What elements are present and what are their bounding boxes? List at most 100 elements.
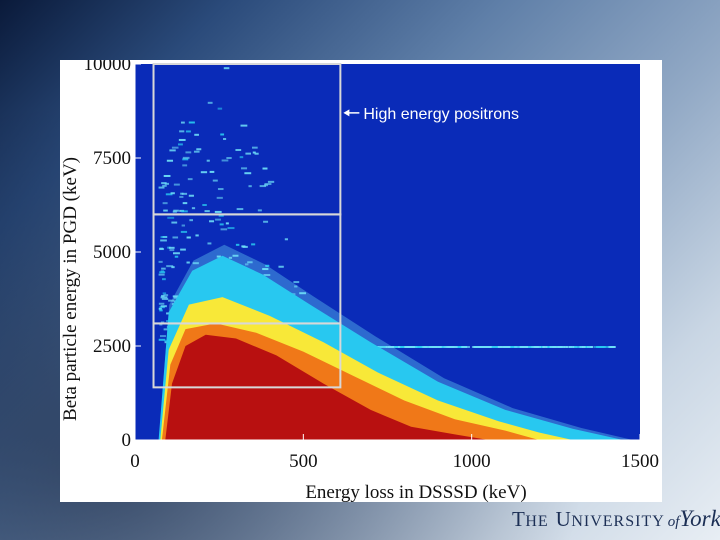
logo-university-rest: NIVERSITY bbox=[571, 513, 665, 530]
scatter-noise-point bbox=[579, 346, 583, 348]
scatter-noise-point bbox=[225, 222, 229, 225]
scatter-noise-point bbox=[486, 346, 492, 348]
scatter-noise-point bbox=[491, 346, 498, 348]
scatter-noise-point bbox=[542, 346, 547, 348]
scatter-noise-point bbox=[166, 265, 174, 268]
scatter-noise-point bbox=[185, 151, 192, 154]
scatter-noise-point bbox=[169, 149, 176, 152]
scatter-noise-point bbox=[240, 124, 248, 127]
scatter-noise-point bbox=[181, 192, 188, 195]
scatter-noise-point bbox=[241, 167, 248, 170]
scatter-noise-point bbox=[214, 210, 222, 213]
scatter-noise-point bbox=[263, 220, 269, 223]
scatter-noise-point bbox=[158, 307, 162, 310]
scatter-noise-point bbox=[173, 209, 179, 212]
scatter-noise-point bbox=[573, 346, 579, 348]
scatter-noise-point bbox=[431, 346, 438, 348]
scatter-noise-point bbox=[181, 210, 188, 213]
scatter-noise-point bbox=[217, 107, 223, 110]
logo-of: of bbox=[667, 514, 680, 530]
scatter-noise-point bbox=[163, 209, 168, 212]
scatter-noise-point bbox=[244, 263, 249, 266]
scatter-noise-point bbox=[247, 261, 253, 264]
scatter-noise-point bbox=[378, 346, 386, 348]
logo-the-rest: HE bbox=[525, 513, 549, 530]
scatter-noise-point bbox=[400, 346, 404, 348]
scatter-noise-point bbox=[455, 346, 462, 348]
scatter-noise-point bbox=[503, 346, 509, 348]
scatter-noise-point bbox=[171, 221, 178, 224]
scatter-noise-point bbox=[598, 346, 605, 348]
scatter-noise-point bbox=[494, 346, 502, 348]
scatter-noise-point bbox=[294, 285, 298, 288]
figure-panel: 0 500 1000 1500 0 2500 5000 7500 10000 High ener… bbox=[60, 60, 662, 502]
x-tick-label: 1000 bbox=[453, 451, 491, 472]
scatter-noise-point bbox=[267, 180, 275, 183]
scatter-noise-point bbox=[187, 178, 193, 181]
y-tick-label: 10000 bbox=[84, 60, 132, 75]
scatter-noise-point bbox=[259, 185, 267, 188]
scatter-noise-point bbox=[235, 243, 240, 246]
scatter-noise-point bbox=[189, 219, 193, 222]
scatter-noise-point bbox=[172, 236, 179, 239]
scatter-noise-point bbox=[235, 149, 242, 152]
axis-layer: 0 500 1000 1500 0 2500 5000 7500 10000 bbox=[84, 60, 660, 472]
scatter-noise-point bbox=[174, 255, 179, 258]
scatter-noise-point bbox=[209, 220, 215, 223]
annotation-text: High energy positrons bbox=[363, 106, 519, 123]
scatter-noise-point bbox=[254, 152, 259, 155]
scatter-noise-point bbox=[158, 302, 165, 305]
y-tick-label: 0 bbox=[122, 430, 132, 451]
scatter-noise-point bbox=[608, 346, 615, 348]
scatter-noise-point bbox=[407, 346, 414, 348]
scatter-noise-point bbox=[166, 312, 171, 315]
x-axis-title: Energy loss in DSSSD (keV) bbox=[305, 482, 526, 502]
scatter-noise-point bbox=[185, 130, 191, 133]
gate-box-3 bbox=[152, 322, 342, 389]
scatter-noise-point bbox=[415, 346, 419, 348]
scatter-noise-point bbox=[161, 294, 165, 297]
scatter-noise-point bbox=[180, 248, 186, 251]
scatter-noise-point bbox=[186, 261, 190, 264]
gate-layer bbox=[152, 63, 342, 389]
scatter-noise-point bbox=[202, 204, 207, 207]
scatter-noise-point bbox=[417, 346, 425, 348]
scatter-noise-point bbox=[171, 266, 175, 269]
scatter-noise-point bbox=[535, 346, 542, 348]
scatter-noise-point bbox=[264, 183, 272, 186]
scatter-noise-point bbox=[207, 242, 212, 245]
scatter-noise-point bbox=[188, 121, 195, 124]
scatter-noise-point bbox=[160, 296, 168, 299]
scatter-noise-point bbox=[262, 167, 268, 170]
scatter-noise-point bbox=[251, 243, 256, 246]
heatmap-plot: 0 500 1000 1500 0 2500 5000 7500 10000 High ener… bbox=[60, 60, 660, 502]
scatter-noise-point bbox=[162, 184, 167, 187]
scatter-noise-point bbox=[158, 260, 163, 263]
scatter-noise-point bbox=[212, 179, 218, 182]
scatter-noise-point bbox=[160, 321, 165, 324]
scatter-noise-point bbox=[163, 174, 171, 177]
scatter-noise-point bbox=[168, 246, 175, 249]
scatter-noise-point bbox=[169, 249, 175, 252]
scatter-noise-point bbox=[216, 196, 223, 199]
scatter-noise-point bbox=[299, 292, 307, 295]
scatter-noise-point bbox=[162, 278, 166, 281]
scatter-noise-point bbox=[209, 170, 215, 173]
scatter-noise-point bbox=[158, 273, 165, 276]
scatter-noise-point bbox=[245, 152, 252, 155]
scatter-noise-point bbox=[421, 346, 427, 348]
scatter-noise-point bbox=[193, 150, 200, 153]
university-logo: T HE U NIVERSITY of York bbox=[512, 506, 720, 540]
scatter-noise-point bbox=[461, 346, 467, 348]
x-tick-label: 0 bbox=[130, 451, 140, 472]
scatter-noise-point bbox=[227, 227, 235, 230]
scatter-noise-point bbox=[554, 346, 560, 348]
scatter-noise-point bbox=[166, 159, 174, 162]
scatter-noise-point bbox=[159, 335, 166, 338]
scatter-noise-point bbox=[165, 193, 173, 196]
scatter-noise-point bbox=[160, 305, 167, 308]
scatter-noise-point bbox=[171, 146, 179, 149]
scatter-noise-point bbox=[159, 247, 164, 250]
scatter-noise-point bbox=[251, 146, 258, 149]
scatter-noise-point bbox=[519, 346, 524, 348]
